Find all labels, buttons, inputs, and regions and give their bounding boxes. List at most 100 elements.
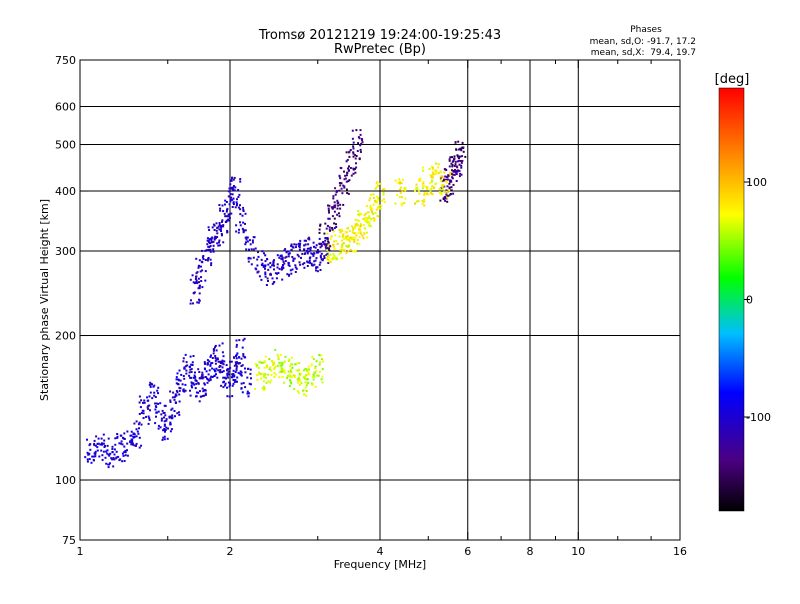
data-point — [242, 206, 245, 209]
data-point — [206, 381, 209, 384]
data-point — [227, 370, 230, 373]
data-point — [327, 240, 330, 243]
data-point — [265, 284, 268, 286]
data-point — [308, 259, 311, 262]
data-point — [271, 282, 274, 285]
data-point — [198, 298, 200, 301]
data-point — [449, 171, 452, 174]
data-point — [338, 215, 341, 218]
data-point — [423, 200, 426, 203]
data-point — [248, 392, 251, 395]
data-point — [236, 376, 239, 379]
data-point — [451, 177, 454, 180]
data-point — [278, 256, 281, 259]
data-point — [231, 384, 234, 387]
data-point — [255, 365, 258, 368]
data-point — [123, 460, 126, 462]
data-point — [217, 369, 220, 372]
data-point — [225, 364, 228, 367]
data-point — [273, 268, 275, 271]
data-point — [221, 220, 223, 223]
data-point — [146, 406, 149, 409]
data-point — [369, 197, 372, 200]
data-point — [126, 430, 129, 433]
data-point — [204, 362, 207, 365]
data-point — [192, 355, 195, 357]
data-point — [347, 151, 350, 154]
data-point — [313, 375, 316, 378]
data-point — [328, 226, 331, 229]
data-point — [236, 203, 238, 205]
data-point — [313, 263, 316, 266]
data-point — [338, 189, 341, 192]
data-point — [270, 369, 273, 372]
data-point — [215, 373, 217, 376]
data-point — [357, 136, 360, 139]
data-point — [224, 199, 227, 202]
data-point — [176, 383, 179, 385]
data-point — [336, 202, 339, 205]
data-point — [355, 162, 357, 165]
data-point — [215, 367, 218, 370]
data-point — [204, 279, 207, 282]
data-point — [316, 270, 319, 273]
data-point — [197, 301, 200, 304]
data-point — [161, 438, 164, 441]
data-point — [262, 373, 265, 375]
data-point — [155, 411, 158, 414]
data-point — [109, 462, 111, 465]
data-point — [346, 231, 348, 234]
data-point — [443, 171, 446, 174]
data-point — [261, 250, 264, 253]
data-point — [351, 129, 354, 132]
data-point — [359, 144, 362, 147]
data-point — [452, 173, 455, 176]
data-point — [303, 266, 306, 269]
data-point — [292, 257, 295, 260]
data-point — [227, 215, 230, 218]
data-point — [452, 183, 455, 186]
data-point — [233, 375, 236, 378]
data-point — [214, 346, 216, 349]
data-point — [254, 247, 257, 250]
data-point — [359, 133, 362, 136]
data-point — [278, 361, 281, 364]
data-point — [122, 436, 124, 439]
data-point — [277, 356, 280, 359]
data-point — [383, 198, 385, 201]
data-point — [132, 436, 135, 439]
data-point — [458, 163, 461, 166]
data-point — [317, 374, 320, 377]
data-point — [283, 249, 286, 252]
data-point — [94, 453, 97, 456]
data-point — [264, 275, 267, 278]
data-point — [363, 214, 366, 217]
data-point — [439, 170, 442, 173]
data-point — [244, 229, 247, 232]
data-point — [238, 228, 240, 231]
data-point — [323, 243, 326, 246]
data-point — [167, 427, 169, 430]
data-point — [230, 187, 233, 190]
data-point — [340, 257, 343, 260]
data-point — [399, 180, 401, 183]
x-tick-label: 2 — [227, 545, 234, 558]
data-point — [201, 377, 204, 380]
data-point — [318, 363, 321, 366]
data-point — [274, 373, 277, 376]
data-point — [454, 171, 457, 173]
data-point — [351, 137, 354, 140]
data-point — [435, 162, 438, 165]
data-point — [461, 155, 464, 158]
data-point — [268, 358, 271, 361]
data-point — [433, 186, 436, 189]
data-point — [190, 376, 193, 379]
data-point — [290, 244, 293, 247]
data-point — [197, 287, 200, 290]
data-point — [280, 365, 283, 368]
data-point — [327, 251, 330, 254]
data-point — [372, 203, 375, 206]
data-point — [352, 151, 355, 154]
data-point — [143, 399, 146, 402]
